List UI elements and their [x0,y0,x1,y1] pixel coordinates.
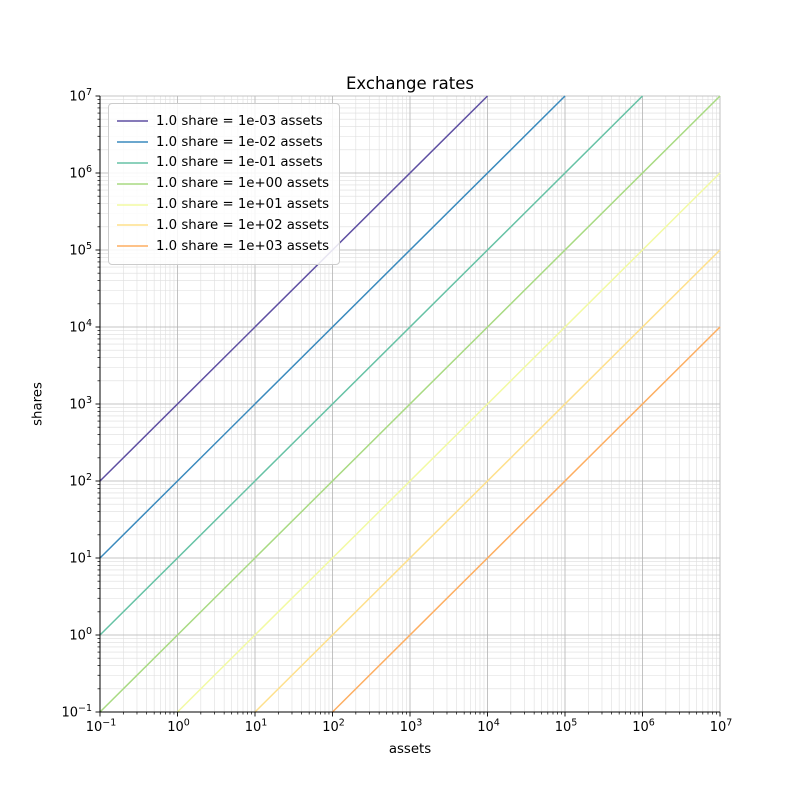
tick-label: 100 [167,718,190,736]
tick-label: 101 [69,549,92,567]
x-axis-label: assets [388,742,432,757]
series-line-5 [254,249,721,713]
legend-swatch-4 [117,203,148,206]
tick-label: 100 [69,626,92,644]
legend-item-4: 1.0 share = 1e+01 assets [117,194,331,215]
series-line-2 [99,95,644,636]
legend-label-4: 1.0 share = 1e+01 assets [156,197,330,213]
tick-label: 104 [477,718,500,736]
tick-label: 106 [632,718,655,736]
tick-label: 105 [555,718,578,736]
legend-item-1: 1.0 share = 1e-02 assets [117,132,331,153]
series-line-4 [176,172,721,713]
tick-label: 10−1 [61,703,92,721]
tick-label: 107 [69,87,92,105]
legend: 1.0 share = 1e-03 assets 1.0 share = 1e-0… [108,103,340,265]
x-tick-labels: 10−1 100 101 102 103 104 105 106 107 [86,718,733,736]
legend-swatch-1 [117,141,148,143]
series-line-1 [99,95,566,559]
legend-swatch-5 [117,224,148,227]
series-lines [99,95,721,713]
legend-item-2: 1.0 share = 1e-01 assets [117,153,331,174]
legend-label-3: 1.0 share = 1e+00 assets [156,176,330,192]
tick-label: 107 [710,718,733,736]
legend-swatch-6 [117,245,148,247]
tick-label: 102 [322,718,345,736]
series-line-0 [99,95,489,482]
y-tick-labels: 10−1 100 101 102 103 104 105 106 107 [61,87,92,721]
legend-item-5: 1.0 share = 1e+02 assets [117,215,331,236]
tick-label: 103 [400,718,423,736]
legend-item-3: 1.0 share = 1e+00 assets [117,173,331,194]
tick-label: 106 [69,164,92,182]
legend-label-1: 1.0 share = 1e-02 assets [156,134,323,150]
chart-title: Exchange rates [346,74,474,93]
tick-label: 104 [69,318,92,336]
tick-label: 10−1 [86,718,117,736]
legend-swatch-3 [117,182,148,185]
tick-label: 102 [69,472,92,490]
tick-label: 105 [69,241,92,259]
legend-swatch-0 [117,120,148,123]
legend-swatch-2 [117,162,148,164]
series-line-6 [331,326,721,713]
legend-label-0: 1.0 share = 1e-03 assets [156,113,323,129]
legend-label-6: 1.0 share = 1e+03 assets [156,238,330,254]
legend-label-2: 1.0 share = 1e-01 assets [156,155,323,171]
tick-label: 103 [69,395,92,413]
legend-item-6: 1.0 share = 1e+03 assets [117,236,331,257]
axis-ticks [95,95,721,717]
tick-label: 101 [245,718,268,736]
series-line-3 [99,95,721,713]
y-axis-label: shares [30,382,46,426]
legend-item-0: 1.0 share = 1e-03 assets [117,111,331,132]
legend-label-5: 1.0 share = 1e+02 assets [156,217,330,233]
